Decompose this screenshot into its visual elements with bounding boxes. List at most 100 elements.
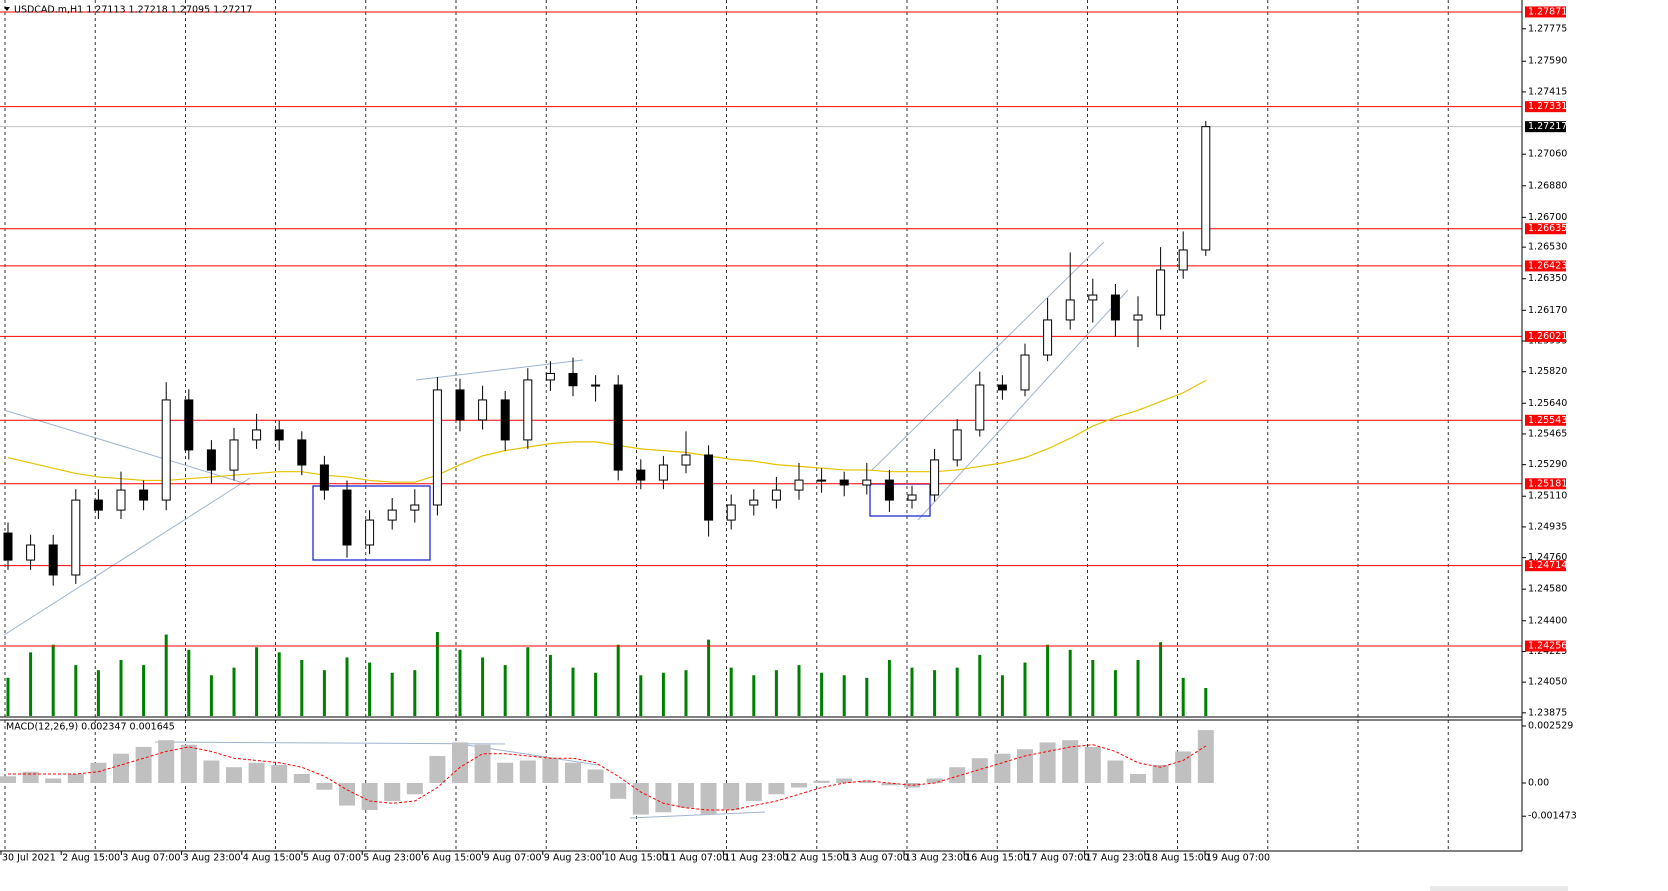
y-tick-label: 1.24935 — [1528, 521, 1567, 532]
trend-line — [629, 811, 766, 819]
candle-body — [48, 544, 58, 576]
candle-body — [229, 439, 239, 471]
volume-bar — [413, 670, 417, 716]
candle-body — [726, 504, 736, 521]
y-tick-label: 1.24400 — [1528, 615, 1567, 626]
candle-body — [206, 449, 216, 471]
macd-bar — [1175, 751, 1192, 784]
scrollbar[interactable] — [1430, 886, 1568, 891]
volume-bar — [51, 644, 55, 716]
macd-bar — [971, 758, 988, 784]
level-label-box — [1525, 6, 1566, 18]
volume-bar — [594, 672, 598, 716]
y-tick-label: -0.001473 — [1528, 811, 1577, 822]
macd-bar — [452, 742, 468, 784]
trend-line — [917, 289, 1129, 521]
candle-body — [545, 372, 555, 381]
last-price-label: 1.27217 — [1528, 121, 1567, 132]
x-tick-label: 3 Aug 07:00 — [122, 853, 180, 864]
candle-body — [907, 494, 917, 501]
y-tick-label: 1.26530 — [1528, 242, 1567, 253]
volume-bar — [1023, 662, 1027, 716]
volume-bar — [639, 675, 643, 716]
level-label-box — [1525, 414, 1566, 426]
x-tick-label: 10 Aug 15:00 — [604, 853, 668, 864]
volume-bar — [526, 647, 530, 716]
candle-body — [1088, 294, 1098, 301]
macd-bar — [203, 760, 220, 784]
volume-bar — [752, 675, 756, 716]
macd-bar — [791, 783, 807, 788]
trend-line — [415, 359, 584, 381]
candle-body — [658, 464, 668, 481]
x-tick-label: 5 Aug 23:00 — [363, 853, 421, 864]
y-tick-label: 1.25290 — [1528, 459, 1567, 470]
candle-body — [3, 532, 13, 561]
macd-bar — [361, 783, 378, 811]
volume-bar — [1204, 688, 1208, 716]
x-tick-label: 17 Aug 23:00 — [1086, 853, 1150, 864]
candle-body — [93, 499, 103, 511]
candle-body — [161, 399, 171, 501]
volume-bar — [1136, 660, 1140, 716]
candle-body — [1110, 294, 1120, 321]
volume-bar — [322, 670, 326, 716]
macd-bar — [949, 767, 966, 784]
candle-body — [500, 399, 510, 441]
volume-bar — [74, 665, 78, 716]
volume-bar — [503, 665, 507, 716]
volume-bar — [797, 665, 801, 716]
level-label-box — [1525, 101, 1566, 113]
level-label: 1.25543 — [1528, 415, 1567, 426]
y-tick-label: 1.26700 — [1528, 212, 1567, 223]
macd-bar — [293, 773, 310, 784]
y-tick-label: 1.24580 — [1528, 584, 1567, 595]
moving-average — [7, 379, 1207, 483]
level-label-box — [1525, 260, 1566, 272]
macd-bar — [90, 762, 107, 784]
level-label: 1.26635 — [1528, 223, 1567, 234]
macd-bar — [813, 780, 830, 784]
candle-body — [319, 464, 329, 491]
volume-bar — [232, 667, 236, 716]
y-tick-label: 1.26170 — [1528, 305, 1567, 316]
macd-bar — [1152, 764, 1169, 784]
x-tick-label: 13 Aug 23:00 — [905, 853, 969, 864]
candle-body — [71, 499, 81, 576]
macd-bar — [316, 783, 333, 790]
macd-bar — [45, 778, 62, 784]
candle-body — [862, 479, 872, 486]
level-label-box — [1525, 560, 1566, 572]
last-price-box — [1525, 121, 1566, 133]
macd-bar — [881, 783, 898, 786]
y-tick-label: 1.25640 — [1528, 398, 1567, 409]
volume-bar — [255, 647, 259, 716]
macd-bar — [519, 760, 536, 784]
candle-body — [591, 384, 601, 387]
x-tick-label: 18 Aug 15:00 — [1146, 853, 1210, 864]
candle-body — [636, 469, 646, 481]
x-tick-label: 16 Aug 15:00 — [965, 853, 1029, 864]
candle-body — [432, 389, 442, 506]
y-tick-label: 0.002529 — [1528, 721, 1573, 732]
candle-body — [274, 429, 284, 441]
candle-body — [1201, 126, 1211, 251]
candle-body — [613, 384, 623, 471]
y-tick-label: 1.24760 — [1528, 552, 1567, 563]
macd-bar — [723, 783, 740, 811]
candle-body — [1020, 354, 1030, 391]
macd-bar — [655, 783, 672, 813]
volume-bar — [887, 660, 891, 716]
macd-bar — [1039, 742, 1056, 784]
plot — [0, 11, 1522, 815]
macd-bar — [678, 783, 694, 808]
level-label-box — [1525, 478, 1566, 490]
pattern-box — [312, 485, 431, 561]
trend-line — [154, 741, 506, 745]
volume-bar — [187, 649, 191, 716]
macd-bar — [406, 783, 423, 795]
candle-body — [387, 509, 397, 521]
volume-bar — [571, 667, 575, 716]
